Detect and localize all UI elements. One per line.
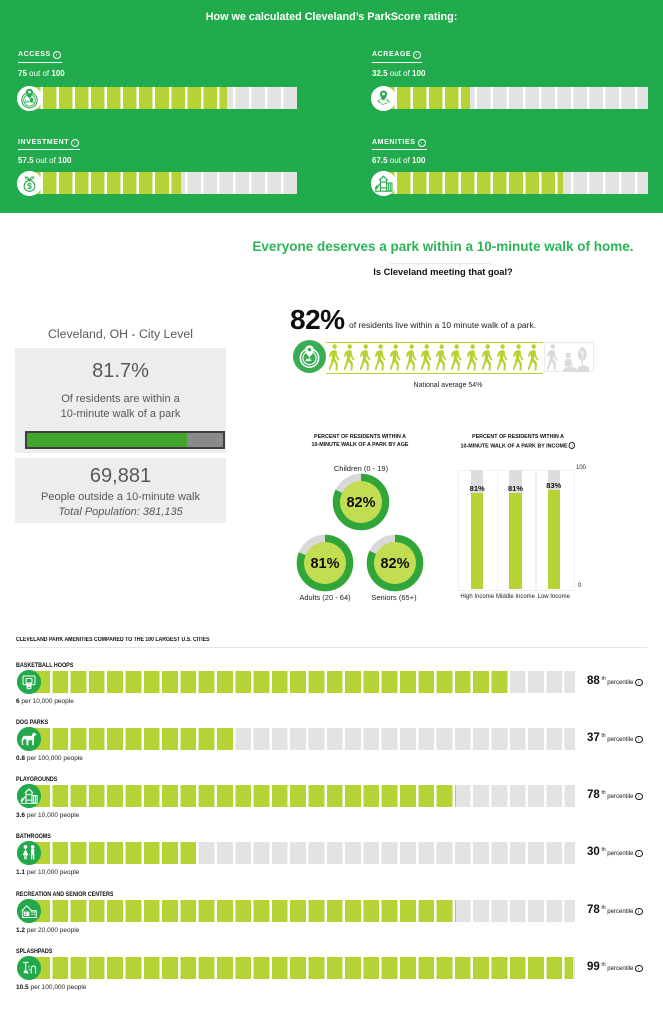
svg-text:82%: 82%	[380, 556, 409, 572]
svg-text:82%: 82%	[346, 495, 375, 511]
svg-text:$: $	[27, 181, 32, 190]
svg-text:81%: 81%	[310, 556, 339, 572]
